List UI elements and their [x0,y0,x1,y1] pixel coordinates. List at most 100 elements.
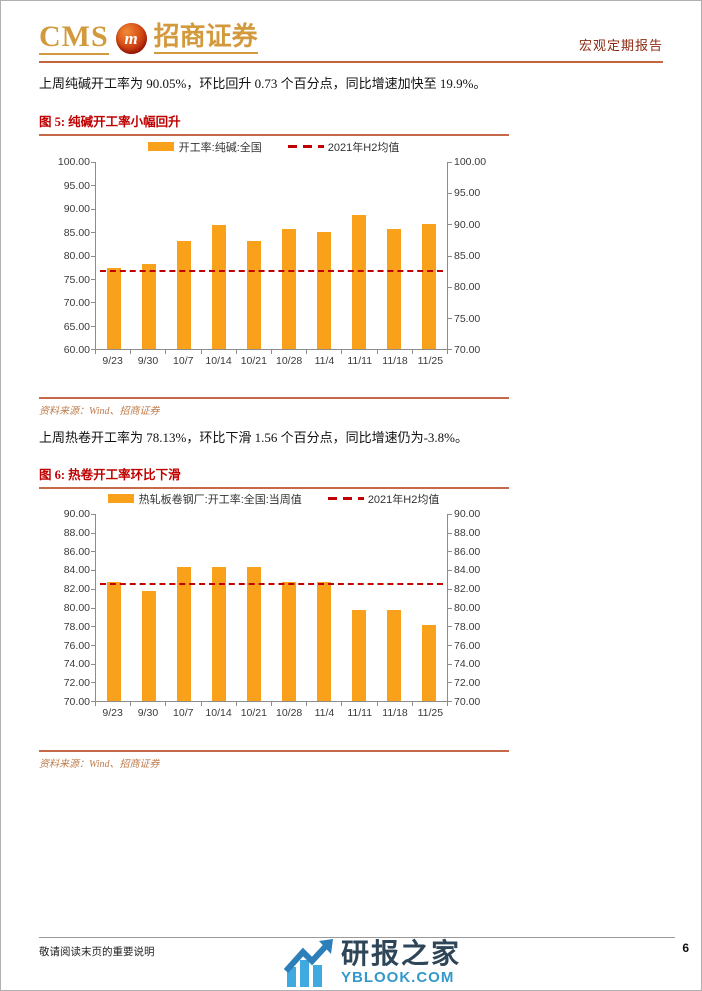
y-axis-tick-label: 65.00 [63,320,90,333]
y-tick-mark [448,607,452,609]
bar [141,590,156,701]
cms-logo-badge-icon: m [115,23,147,54]
bar [246,566,261,701]
figure6-source: 资料来源：Wind、招商证券 [39,759,160,770]
bar-cell [412,514,447,701]
legend-bar-label: 开工率:纯碱:全国 [178,141,262,154]
y-axis-tick-label: 70.00 [63,695,90,708]
x-axis-tick-label: 11/11 [347,355,373,367]
bar-group [96,162,447,349]
plot-wrap: 9/23 9/30 10/7 10/14 10/21 10/28 11/4 11/11 11/1… [91,162,452,367]
plot-area [91,162,452,350]
paragraph-hot-rolled-coil: 上周热卷开工率为 78.13%，环比下滑 1.56 个百分点，同比增速仍为-3.… [39,430,468,445]
y-tick-mark [91,607,95,609]
plot-area [91,514,452,702]
legend-item-mean: 2021年H2均值 [287,139,399,155]
y-axis-tick-label: 75.00 [454,312,481,325]
bar-cell [166,514,201,701]
y-tick-mark [91,701,95,702]
plot-wrap: 9/23 9/30 10/7 10/14 10/21 10/28 11/4 11/11 11/1… [91,514,452,719]
y-axis-tick-label: 70.00 [63,297,90,309]
y-tick-mark [448,682,452,684]
y-tick-mark [448,162,452,163]
paragraph-soda-ash: 上周纯碱开工率为 90.05%，环比回升 0.73 个百分点，同比增速加快至 1… [39,76,487,91]
y-axis-tick-label: 60.00 [63,344,90,356]
footer-divider [39,937,675,938]
y-axis-tick-label: 74.00 [63,658,90,671]
bar-cell [131,514,166,701]
bar [246,241,261,349]
x-axis-ticks [95,350,448,354]
legend-mean-label: 2021年H2均值 [367,493,440,506]
x-axis-tick-label: 11/18 [382,355,408,367]
legend-bar-label: 热轧板卷钢厂:开工率:全国:当周值 [138,493,302,506]
y-axis-tick-label: 84.00 [63,564,90,577]
x-axis-ticks [95,702,448,706]
x-tick-mark [341,350,343,354]
y-tick-mark [91,682,95,684]
y-axis-tick-label: 95.00 [454,187,481,200]
y-axis-tick-label: 90.00 [63,508,90,520]
x-tick-mark [200,350,202,354]
y-axis-tick-label: 70.00 [454,695,481,708]
watermark-name: 研报之家 [341,938,462,969]
x-axis-tick-label: 9/23 [102,355,123,367]
bar-cell [271,514,306,701]
ybook-watermark: 研报之家 YBLOOK.COM [283,939,461,987]
y-axis-tick-label: 80.00 [63,250,90,262]
bar-cell [96,514,131,701]
y-tick-mark [91,185,95,187]
y-tick-mark [91,626,95,628]
bar [387,228,402,349]
bar [317,581,332,701]
bar-cell [166,162,201,349]
bar-cell [201,162,236,349]
y-axis-tick-label: 85.00 [63,226,90,239]
bar-group [96,514,447,701]
footer-disclaimer: 敬请阅读末页的重要说明 [39,947,155,958]
y-tick-mark [91,232,95,234]
y-tick-mark [448,193,452,195]
bar-series-swatch-icon [147,142,174,151]
x-tick-mark [341,702,343,706]
x-axis-tick-label: 10/28 [275,355,303,367]
bar-cell [377,514,412,701]
x-axis-tick-label: 11/11 [347,707,373,719]
y-tick-mark [448,626,452,628]
bar [282,581,297,701]
chart-hot-rolled-coil-operating-rate: 热轧板卷钢厂:开工率:全国:当周值 2021年H2均值 90.00 88.00 86… [53,492,494,720]
y-tick-mark [91,663,95,665]
y-tick-mark [448,588,452,590]
bar [211,566,226,701]
y-axis-tick-label: 95.00 [63,179,90,192]
chart1-body: 100.00 95.00 90.00 85.00 80.00 75.00 70.00 65.0… [53,156,494,367]
y-tick-mark [91,570,95,572]
y-tick-mark [448,644,452,646]
bar-series-swatch-icon [107,494,134,503]
bar-cell [131,162,166,349]
y-tick-mark [91,532,95,534]
x-axis-tick-label: 10/14 [205,355,232,367]
y-tick-mark [448,551,452,553]
bar-cell [307,514,342,701]
y-axis-tick-label: 86.00 [63,545,90,558]
page-number: 6 [682,941,689,955]
y-tick-mark [91,162,95,163]
y-tick-mark [91,255,95,257]
x-axis-tick-label: 10/14 [205,707,232,719]
y-tick-mark [91,325,95,327]
y-axis-tick-label: 86.00 [454,545,481,558]
bar [352,214,367,349]
figure5-source: 资料来源：Wind、招商证券 [39,406,160,417]
figure5-source-block: 资料来源：Wind、招商证券 [39,397,509,417]
x-axis-tick-label: 11/25 [417,707,444,719]
x-axis-labels: 9/23 9/30 10/7 10/14 10/21 10/28 11/4 11/11 11/1… [95,707,448,719]
x-axis-tick-label: 10/7 [173,355,194,367]
x-tick-mark [165,350,167,354]
x-tick-mark [376,350,378,354]
y-axis-tick-label: 100.00 [454,156,487,168]
x-axis-tick-label: 10/7 [173,707,194,719]
bar-cell [377,162,412,349]
y-tick-mark [448,349,452,350]
